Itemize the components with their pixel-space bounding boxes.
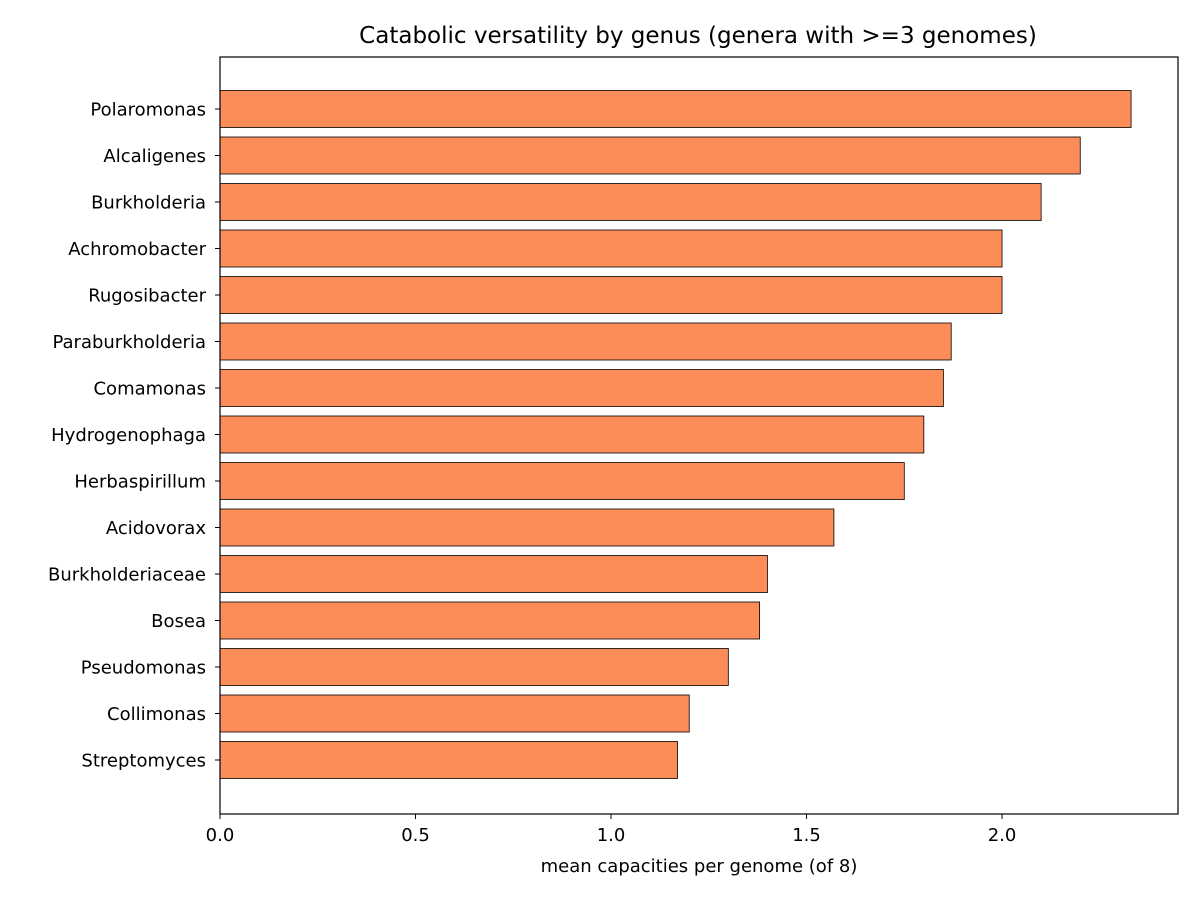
y-tick-label: Hydrogenophaga	[51, 425, 206, 446]
x-tick-label: 1.0	[597, 825, 626, 846]
bar-polaromonas	[219, 90, 1132, 128]
bar-streptomyces	[219, 741, 678, 779]
y-tick-label: Collimonas	[107, 704, 206, 725]
bar-burkholderiaceae	[219, 555, 768, 593]
x-tick-label: 0.0	[206, 825, 235, 846]
bar-bosea	[219, 601, 761, 640]
y-axis-ticks: Polaromonas Alcaligenes Burkholderia Achrom…	[48, 100, 220, 772]
x-tick-label: 1.5	[792, 825, 821, 846]
bar-comamonas	[219, 369, 944, 407]
bar-hydrogenophaga	[219, 415, 925, 454]
bar-alcaligenes	[219, 136, 1081, 175]
chart-title: Catabolic versatility by genus (genera w…	[359, 23, 1037, 49]
plot-frame	[219, 56, 1179, 815]
bar-collimonas	[219, 694, 690, 733]
y-tick-label: Bosea	[151, 611, 206, 632]
y-tick-label: Alcaligenes	[103, 146, 206, 167]
bars-group	[219, 90, 1132, 779]
y-tick-label: Herbaspirillum	[74, 472, 206, 493]
x-tick-label: 2.0	[988, 825, 1017, 846]
x-axis-ticks: 0.0 0.5 1.0 1.5 2.0	[206, 814, 1017, 846]
y-tick-label: Rugosibacter	[88, 286, 206, 307]
y-tick-label: Pseudomonas	[81, 658, 206, 679]
x-tick-label: 0.5	[401, 825, 430, 846]
bar-burkholderia	[219, 183, 1042, 221]
bar-acidovorax	[219, 508, 835, 547]
bar-paraburkholderia	[219, 322, 952, 361]
y-tick-label: Achromobacter	[68, 239, 206, 260]
y-tick-label: Paraburkholderia	[52, 332, 206, 353]
bar-achromobacter	[219, 229, 1003, 268]
y-tick-label: Streptomyces	[81, 751, 206, 772]
bar-pseudomonas	[219, 648, 729, 686]
y-tick-label: Burkholderia	[91, 193, 206, 214]
y-tick-label: Polaromonas	[90, 100, 206, 121]
bar-herbaspirillum	[219, 462, 905, 500]
y-tick-label: Acidovorax	[106, 518, 206, 539]
y-tick-label: Burkholderiaceae	[48, 565, 206, 586]
bar-rugosibacter	[219, 276, 1003, 314]
x-axis-label: mean capacities per genome (of 8)	[541, 856, 858, 877]
y-tick-label: Comamonas	[93, 379, 206, 400]
